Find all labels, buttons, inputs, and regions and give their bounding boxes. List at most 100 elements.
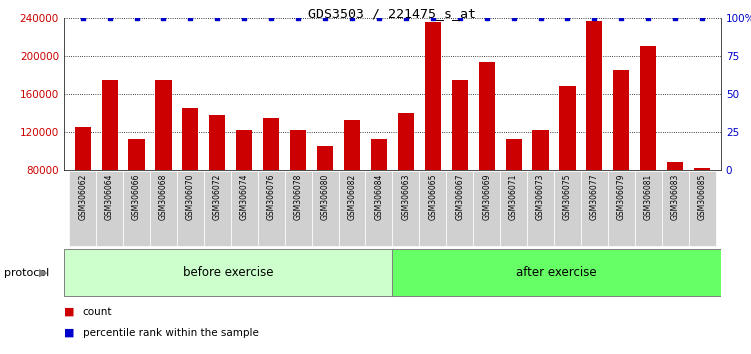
FancyBboxPatch shape [581, 171, 608, 246]
Text: GSM306082: GSM306082 [348, 174, 357, 220]
Text: GSM306085: GSM306085 [698, 174, 707, 220]
Text: GDS3503 / 221475_s_at: GDS3503 / 221475_s_at [309, 7, 476, 20]
Point [238, 15, 250, 21]
Text: protocol: protocol [4, 268, 49, 278]
Bar [290, 130, 306, 246]
Bar [101, 80, 118, 246]
Point [292, 15, 304, 21]
Text: GSM306084: GSM306084 [375, 174, 384, 220]
Bar [155, 80, 171, 246]
FancyBboxPatch shape [285, 171, 312, 246]
Bar [559, 86, 575, 246]
Bar [263, 118, 279, 246]
Text: before exercise: before exercise [182, 266, 273, 279]
Text: GSM306081: GSM306081 [644, 174, 653, 220]
FancyBboxPatch shape [150, 171, 177, 246]
Point [562, 15, 574, 21]
Text: GSM306072: GSM306072 [213, 174, 222, 220]
Text: GSM306077: GSM306077 [590, 174, 599, 220]
FancyBboxPatch shape [69, 171, 96, 246]
Text: ■: ■ [64, 307, 74, 316]
Bar [425, 22, 441, 246]
Text: GSM306075: GSM306075 [563, 174, 572, 220]
FancyBboxPatch shape [177, 171, 204, 246]
Point [373, 15, 385, 21]
Bar [614, 70, 629, 246]
Text: GSM306076: GSM306076 [267, 174, 276, 220]
FancyBboxPatch shape [689, 171, 716, 246]
Text: GSM306070: GSM306070 [186, 174, 195, 220]
Bar [398, 113, 414, 246]
Point [427, 15, 439, 21]
FancyBboxPatch shape [123, 171, 150, 246]
Text: GSM306064: GSM306064 [105, 174, 114, 220]
Text: ▶: ▶ [39, 268, 47, 278]
Bar [694, 168, 710, 246]
Bar [371, 138, 387, 246]
Bar [344, 120, 360, 246]
Bar [640, 46, 656, 246]
Text: GSM306067: GSM306067 [455, 174, 464, 220]
Point [131, 15, 143, 21]
Point [454, 15, 466, 21]
Bar [505, 138, 522, 246]
FancyBboxPatch shape [64, 249, 392, 296]
Point [185, 15, 197, 21]
Point [319, 15, 331, 21]
Point [535, 15, 547, 21]
Text: GSM306065: GSM306065 [428, 174, 437, 220]
Text: GSM306069: GSM306069 [482, 174, 491, 220]
FancyBboxPatch shape [96, 171, 123, 246]
Text: GSM306080: GSM306080 [321, 174, 330, 220]
Point [265, 15, 277, 21]
Point [669, 15, 681, 21]
FancyBboxPatch shape [392, 249, 721, 296]
Text: count: count [83, 307, 112, 316]
FancyBboxPatch shape [339, 171, 366, 246]
Bar [532, 130, 548, 246]
FancyBboxPatch shape [419, 171, 446, 246]
FancyBboxPatch shape [608, 171, 635, 246]
Text: GSM306079: GSM306079 [617, 174, 626, 220]
FancyBboxPatch shape [635, 171, 662, 246]
FancyBboxPatch shape [446, 171, 473, 246]
FancyBboxPatch shape [473, 171, 500, 246]
Bar [128, 138, 145, 246]
Text: GSM306062: GSM306062 [78, 174, 87, 220]
Bar [478, 62, 495, 246]
Text: percentile rank within the sample: percentile rank within the sample [83, 328, 258, 338]
FancyBboxPatch shape [500, 171, 527, 246]
Text: GSM306073: GSM306073 [536, 174, 545, 220]
FancyBboxPatch shape [662, 171, 689, 246]
Bar [317, 146, 333, 246]
Bar [667, 162, 683, 246]
Point [588, 15, 600, 21]
Point [696, 15, 708, 21]
Point [642, 15, 654, 21]
Bar [210, 115, 225, 246]
Text: GSM306083: GSM306083 [671, 174, 680, 220]
Point [158, 15, 170, 21]
Point [104, 15, 116, 21]
FancyBboxPatch shape [366, 171, 392, 246]
Text: GSM306071: GSM306071 [509, 174, 518, 220]
Text: GSM306078: GSM306078 [294, 174, 303, 220]
Text: GSM306066: GSM306066 [132, 174, 141, 220]
FancyBboxPatch shape [554, 171, 581, 246]
FancyBboxPatch shape [527, 171, 554, 246]
Text: ■: ■ [64, 328, 74, 338]
FancyBboxPatch shape [204, 171, 231, 246]
Text: GSM306074: GSM306074 [240, 174, 249, 220]
FancyBboxPatch shape [258, 171, 285, 246]
Bar [587, 21, 602, 246]
FancyBboxPatch shape [312, 171, 339, 246]
Bar [182, 108, 198, 246]
FancyBboxPatch shape [231, 171, 258, 246]
FancyBboxPatch shape [392, 171, 419, 246]
Bar [74, 127, 91, 246]
Point [481, 15, 493, 21]
Point [615, 15, 627, 21]
Point [211, 15, 223, 21]
Text: after exercise: after exercise [517, 266, 597, 279]
Bar [451, 80, 468, 246]
